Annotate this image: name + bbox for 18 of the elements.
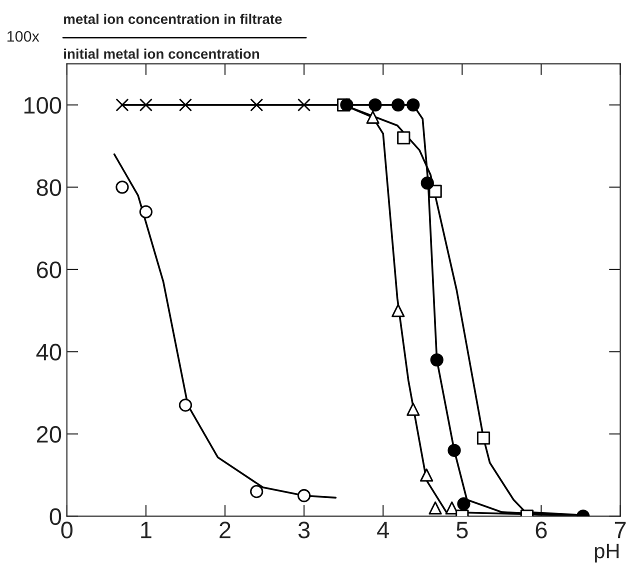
y-tick-label: 80 (36, 179, 62, 196)
x-tick-label: 3 (298, 522, 310, 538)
x-tick-label: 2 (220, 522, 230, 538)
y-tick-label: 0 (50, 508, 62, 525)
x-tick-label: 5 (456, 522, 468, 538)
x-tick-label: 6 (536, 522, 547, 538)
text: metal ion concentration in filtrate (64, 14, 282, 24)
x-axis-title: pH (594, 544, 619, 562)
y-tick-label: 100 (24, 96, 62, 114)
y-axis-title: 100x (7, 30, 40, 42)
y-tick-label: 20 (36, 426, 62, 443)
y-tick-label: 60 (36, 262, 62, 278)
text: initial metal ion concentration (64, 48, 260, 59)
x-tick-label: 1 (141, 522, 152, 538)
x-tick-label: 7 (614, 522, 626, 538)
x-tick-label: 4 (377, 522, 389, 538)
x-tick-label: 0 (61, 522, 73, 538)
y-tick-label: 40 (36, 344, 62, 360)
